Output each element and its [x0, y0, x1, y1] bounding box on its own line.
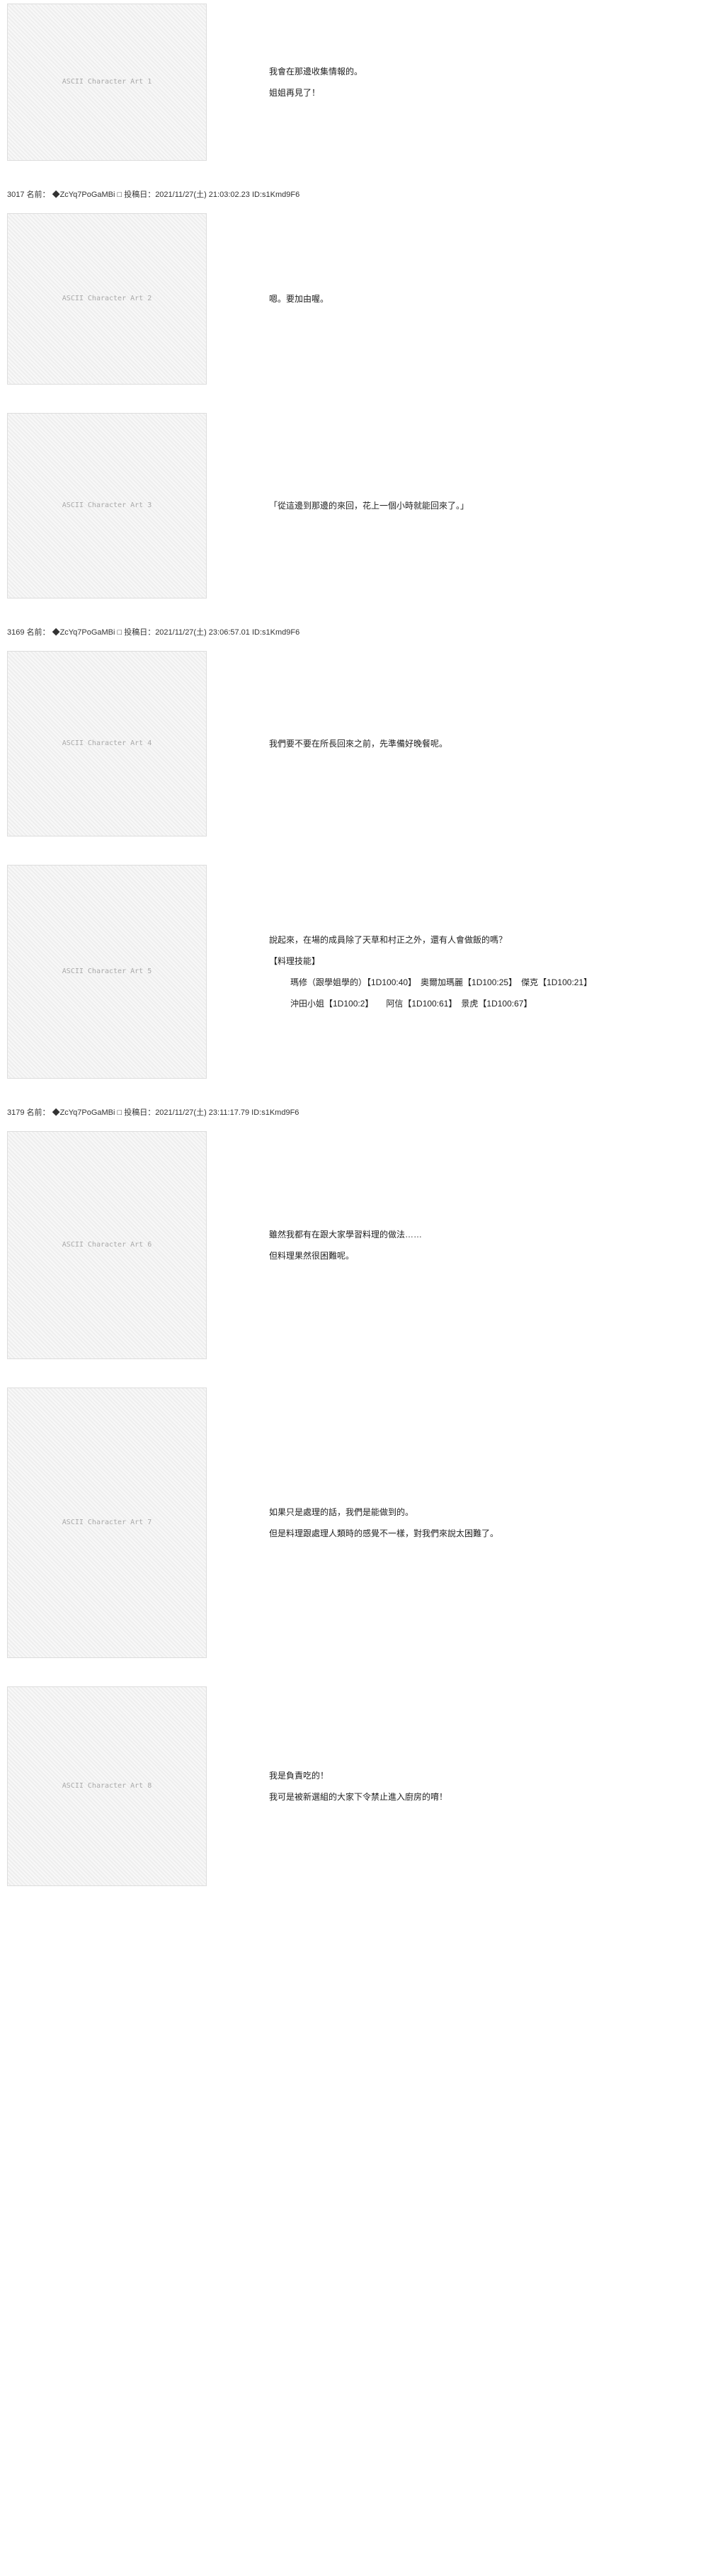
ascii-placeholder: ASCII Character Art 7 — [7, 1388, 207, 1658]
ascii-placeholder: ASCII Character Art 5 — [7, 865, 207, 1079]
post-content: ASCII Character Art 5 說起來，在場的成員除了天草和村正之外，… — [0, 861, 708, 1082]
post-block: 3017 名前： ◆ZcYq7PoGaMBi □ 投稿日：2021/11/27(… — [0, 186, 708, 388]
post-block: 3169 名前： ◆ZcYq7PoGaMBi □ 投稿日：2021/11/27(… — [0, 623, 708, 840]
dialogue: 我們要不要在所長回來之前，先準備好晚餐呢。 — [248, 731, 447, 756]
dialogue-line: 我會在那邊收集情報的。 — [269, 63, 362, 80]
ascii-art: ASCII Character Art 5 — [7, 865, 248, 1079]
post-block: ASCII Character Art 3 「從這邊到那邊的來回，花上一個小時就能… — [0, 409, 708, 602]
dialogue: 嗯。要加由喔。 — [248, 286, 329, 312]
ascii-art: ASCII Character Art 6 — [7, 1131, 248, 1359]
dialogue: 如果只是處理的話，我們是能做到的。但是料理跟處理人類時的感覺不一樣，對我們來說太… — [248, 1499, 498, 1546]
post-header: 3017 名前： ◆ZcYq7PoGaMBi □ 投稿日：2021/11/27(… — [0, 186, 708, 203]
dialogue-line: 「從這邊到那邊的來回，花上一個小時就能回來了。」 — [269, 497, 469, 514]
ascii-art: ASCII Character Art 7 — [7, 1388, 248, 1658]
ascii-placeholder: ASCII Character Art 3 — [7, 413, 207, 598]
dialogue-line: 瑪修（跟學姐學的）【1D100:40】 奧爾加瑪麗【1D100:25】 傑克【1… — [269, 974, 592, 991]
ascii-placeholder: ASCII Character Art 6 — [7, 1131, 207, 1359]
ascii-placeholder: ASCII Character Art 2 — [7, 213, 207, 385]
ascii-placeholder: ASCII Character Art 1 — [7, 4, 207, 161]
ascii-art: ASCII Character Art 1 — [7, 4, 248, 161]
dialogue-line: 雖然我都有在跟大家學習料理的做法…… — [269, 1226, 422, 1243]
post-content: ASCII Character Art 4 我們要不要在所長回來之前，先準備好晚餐… — [0, 647, 708, 840]
post-block: ASCII Character Art 8 我是負責吃的！ 我可是被新選組的大家下令… — [0, 1683, 708, 1890]
ascii-placeholder: ASCII Character Art 8 — [7, 1686, 207, 1886]
post-header: 3179 名前： ◆ZcYq7PoGaMBi □ 投稿日：2021/11/27(… — [0, 1103, 708, 1120]
dialogue: 我會在那邊收集情報的。姐姐再見了！ — [248, 59, 362, 106]
post-header: 3169 名前： ◆ZcYq7PoGaMBi □ 投稿日：2021/11/27(… — [0, 623, 708, 640]
ascii-placeholder: ASCII Character Art 4 — [7, 651, 207, 836]
dialogue-line: 但是料理跟處理人類時的感覺不一樣，對我們來說太困難了。 — [269, 1525, 498, 1542]
post-content: ASCII Character Art 3 「從這邊到那邊的來回，花上一個小時就能… — [0, 409, 708, 602]
dialogue-line: 沖田小姐【1D100:2】 阿信【1D100:61】 景虎【1D100:67】 — [269, 995, 592, 1012]
post-block: ASCII Character Art 7 如果只是處理的話，我們是能做到的。但是… — [0, 1384, 708, 1662]
dialogue-line: 如果只是處理的話，我們是能做到的。 — [269, 1504, 498, 1521]
post-content: ASCII Character Art 6 雖然我都有在跟大家學習料理的做法…… 但… — [0, 1128, 708, 1363]
dialogue-line: 但料理果然很困難呢。 — [269, 1247, 422, 1264]
dialogue-line: 我們要不要在所長回來之前，先準備好晚餐呢。 — [269, 735, 447, 752]
dialogue: 雖然我都有在跟大家學習料理的做法…… 但料理果然很困難呢。 — [248, 1222, 422, 1269]
dialogue-line: 我是負責吃的！ — [269, 1767, 447, 1784]
dialogue-line: 說起來，在場的成員除了天草和村正之外，還有人會做飯的嗎？ — [269, 931, 592, 948]
dialogue: 說起來，在場的成員除了天草和村正之外，還有人會做飯的嗎？ 【料理技能】瑪修（跟學姐… — [248, 927, 592, 1016]
dialogue-line: 【料理技能】 — [269, 953, 592, 970]
post-block: 3179 名前： ◆ZcYq7PoGaMBi □ 投稿日：2021/11/27(… — [0, 1103, 708, 1363]
post-block: ASCII Character Art 1 我會在那邊收集情報的。姐姐再見了！ — [0, 0, 708, 164]
dialogue-line: 姐姐再見了！ — [269, 84, 362, 101]
post-block: ASCII Character Art 5 說起來，在場的成員除了天草和村正之外，… — [0, 861, 708, 1082]
post-content: ASCII Character Art 7 如果只是處理的話，我們是能做到的。但是… — [0, 1384, 708, 1662]
ascii-art: ASCII Character Art 2 — [7, 213, 248, 385]
dialogue-line: 我可是被新選組的大家下令禁止進入廚房的唷！ — [269, 1788, 447, 1805]
post-content: ASCII Character Art 1 我會在那邊收集情報的。姐姐再見了！ — [0, 0, 708, 164]
post-content: ASCII Character Art 2 嗯。要加由喔。 — [0, 210, 708, 388]
dialogue: 我是負責吃的！ 我可是被新選組的大家下令禁止進入廚房的唷！ — [248, 1763, 447, 1810]
dialogue-line: 嗯。要加由喔。 — [269, 290, 329, 307]
post-content: ASCII Character Art 8 我是負責吃的！ 我可是被新選組的大家下令… — [0, 1683, 708, 1890]
ascii-art: ASCII Character Art 8 — [7, 1686, 248, 1886]
dialogue: 「從這邊到那邊的來回，花上一個小時就能回來了。」 — [248, 493, 469, 518]
ascii-art: ASCII Character Art 3 — [7, 413, 248, 598]
ascii-art: ASCII Character Art 4 — [7, 651, 248, 836]
